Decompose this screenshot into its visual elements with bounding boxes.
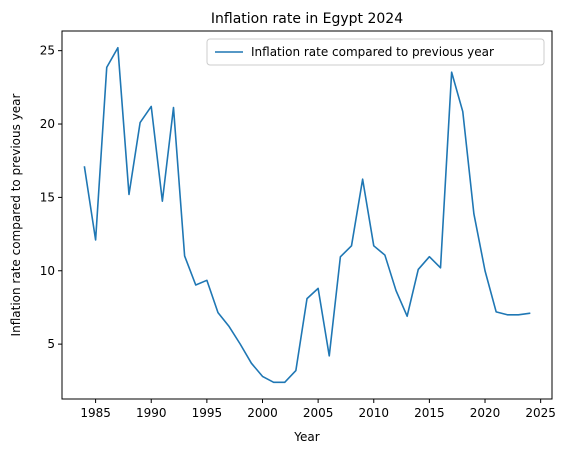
y-tick-label: 25 <box>40 44 55 58</box>
x-tick-label: 2005 <box>303 406 334 420</box>
chart-title: Inflation rate in Egypt 2024 <box>211 11 403 27</box>
legend-box <box>206 38 545 66</box>
x-tick-label: 1995 <box>192 406 223 420</box>
x-tick-label: 2010 <box>358 406 389 420</box>
y-tick-label: 15 <box>40 190 55 204</box>
plot-frame <box>61 30 553 400</box>
y-tick-label: 10 <box>40 264 55 278</box>
x-tick-label: 2020 <box>470 406 501 420</box>
y-axis-title: Inflation rate compared to previous year <box>9 93 23 336</box>
series-layer <box>83 46 531 384</box>
x-axis: 1985 1990 1995 2000 2005 2010 2015 2020 2025 <box>80 399 556 420</box>
series-line <box>83 46 531 384</box>
x-tick-label: 1985 <box>80 406 111 420</box>
legend: Inflation rate compared to previous year <box>206 38 545 66</box>
x-tick-label: 1990 <box>136 406 167 420</box>
y-tick-label: 20 <box>40 117 55 131</box>
y-tick-label: 5 <box>47 337 55 351</box>
x-tick-label: 2000 <box>247 406 278 420</box>
legend-label: Inflation rate compared to previous year <box>251 45 494 59</box>
x-axis-title: Year <box>293 430 319 444</box>
y-axis: 5 10 15 20 25 <box>40 44 62 351</box>
x-tick-label: 2015 <box>414 406 445 420</box>
x-tick-label: 2025 <box>525 406 556 420</box>
